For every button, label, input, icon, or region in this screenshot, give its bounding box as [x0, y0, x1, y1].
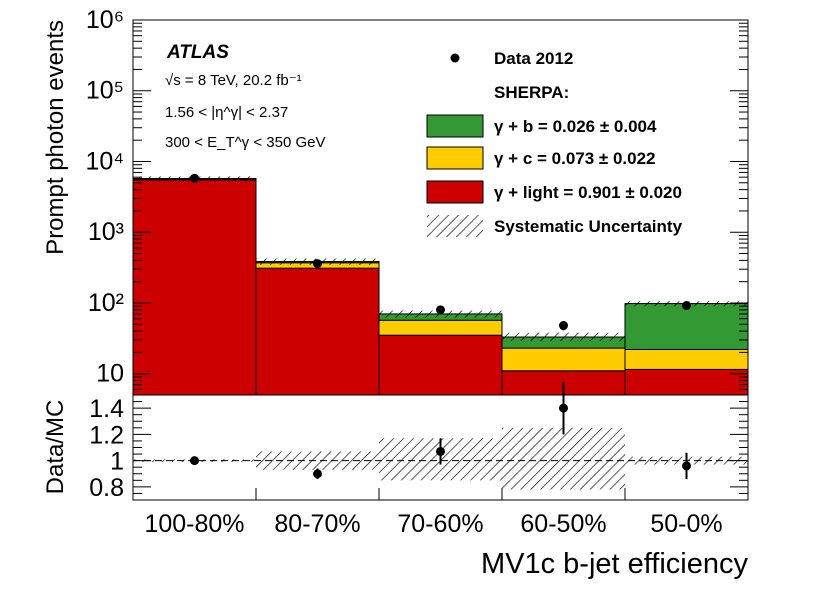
bar-gamma-c-2: [378, 319, 503, 336]
legend-swatch-gamma-light: [426, 180, 484, 204]
legend-data-label: Data 2012: [494, 49, 573, 68]
bar-gamma-light-1: [255, 267, 380, 396]
legend-label-gamma-b: γ + b = 0.026 ± 0.004: [494, 117, 657, 136]
ratio-syst-band-3: [502, 427, 625, 490]
ratio-tick-label-2: 1.2: [89, 421, 124, 449]
ratio-y-axis: 0.811.21.4: [89, 394, 748, 502]
legend-swatch-gamma-c: [426, 146, 484, 170]
x-category-label-2: 70-60%: [397, 510, 483, 538]
ratio-syst-band-1: [256, 451, 379, 470]
legend-label-systematic: Systematic Uncertainty: [494, 217, 683, 236]
y-tick-label-5: 10⁶: [86, 6, 124, 34]
x-axis: 100-80% 80-70% 70-60% 60-50% 50-0%: [144, 383, 723, 538]
y-tick-label-3: 10⁴: [85, 147, 124, 175]
legend-swatch-gamma-b: [426, 114, 484, 138]
y-tick-label-0: 10: [96, 360, 124, 388]
x-category-label-0: 100-80%: [144, 510, 244, 538]
ratio-systematic-band: [133, 427, 748, 490]
atlas-label: ATLAS: [166, 42, 229, 63]
data-point-4: [682, 301, 691, 311]
ratio-y-axis-label: Data/MC: [42, 400, 69, 495]
data-point-3: [559, 321, 568, 331]
ratio-tick-label-3: 1.4: [89, 395, 124, 423]
energy-annotation: √s = 8 TeV, 20.2 fb⁻¹: [165, 72, 302, 89]
y-tick-label-4: 10⁵: [86, 77, 124, 105]
bar-gamma-light-4: [624, 368, 749, 396]
ratio-tick-label-1: 1: [110, 448, 124, 476]
main-y-axis-label: Prompt photon events: [42, 20, 69, 255]
legend-data-marker: [450, 53, 460, 63]
main-data-points: [190, 173, 691, 331]
legend-mc-header: SHERPA:: [494, 83, 569, 102]
ratio-point-2: [436, 446, 445, 456]
data-point-1: [313, 259, 322, 269]
ratio-point-4: [682, 461, 691, 471]
legend-label-gamma-light: γ + light = 0.901 ± 0.020: [494, 183, 682, 202]
et-annotation: 300 < E_T^γ < 350 GeV: [165, 134, 325, 151]
legend-swatch-systematic: [427, 215, 483, 237]
legend-label-gamma-c: γ + c = 0.073 ± 0.022: [494, 149, 656, 168]
ratio-data-points: [190, 381, 691, 479]
ratio-tick-label-0: 0.8: [89, 474, 124, 502]
ratio-point-1: [313, 469, 322, 479]
ratio-point-3: [559, 403, 568, 413]
x-axis-label: MV1c b-jet efficiency: [481, 548, 749, 580]
legend: Data 2012 SHERPA: γ + b = 0.026 ± 0.004 …: [426, 49, 683, 237]
x-category-label-4: 50-0%: [650, 510, 722, 538]
data-point-0: [190, 173, 199, 183]
x-category-label-1: 80-70%: [274, 510, 360, 538]
x-category-label-3: 60-50%: [520, 510, 606, 538]
ratio-point-0: [190, 456, 199, 466]
bar-gamma-c-4: [624, 348, 749, 370]
y-tick-label-1: 10²: [88, 289, 124, 317]
y-tick-label-2: 10³: [88, 218, 124, 246]
bar-gamma-light-0: [132, 179, 257, 396]
bar-gamma-b-4: [624, 303, 749, 350]
data-point-2: [436, 305, 445, 315]
bar-gamma-light-2: [378, 334, 503, 396]
syst-band-3: [502, 332, 625, 341]
eta-annotation: 1.56 < |η^γ| < 2.37: [165, 104, 288, 121]
main-y-axis: 10 10² 10³ 10⁴ 10⁵ 10⁶: [85, 6, 748, 396]
main-stacked-bars: [132, 177, 749, 396]
bar-gamma-c-3: [501, 347, 626, 372]
